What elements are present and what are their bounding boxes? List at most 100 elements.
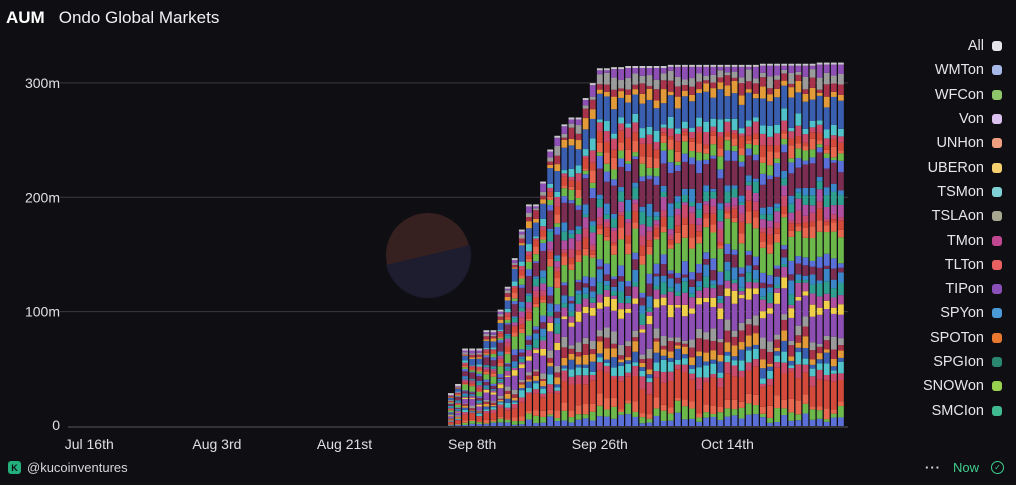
bar-segment[interactable] [682, 406, 688, 420]
bar-segment[interactable] [582, 168, 589, 171]
bar-segment[interactable] [816, 343, 823, 347]
bar-segment[interactable] [717, 66, 724, 71]
bar-segment[interactable] [568, 354, 575, 360]
bar-segment[interactable] [518, 317, 525, 325]
bar-segment[interactable] [611, 138, 617, 150]
bar-segment[interactable] [653, 415, 660, 426]
bar-segment[interactable] [455, 410, 461, 412]
bar-segment[interactable] [632, 113, 639, 123]
bar-segment[interactable] [455, 387, 461, 389]
bar-segment[interactable] [639, 354, 646, 360]
bar-segment[interactable] [483, 387, 490, 390]
bar-segment[interactable] [653, 130, 660, 142]
bar-segment[interactable] [476, 366, 483, 369]
bar-segment[interactable] [526, 394, 532, 411]
bar-segment[interactable] [448, 396, 454, 398]
bar-segment[interactable] [710, 144, 717, 156]
bar-segment[interactable] [490, 422, 497, 426]
bar-segment[interactable] [455, 419, 461, 421]
bar-segment[interactable] [469, 367, 476, 370]
bar-segment[interactable] [710, 224, 717, 233]
legend-item[interactable]: All [872, 34, 1002, 58]
bar-segment[interactable] [526, 375, 532, 380]
bar-segment[interactable] [547, 204, 554, 211]
bar-segment[interactable] [689, 94, 695, 102]
bar-segment[interactable] [760, 247, 766, 273]
bar-segment[interactable] [781, 65, 788, 70]
bar-segment[interactable] [838, 401, 844, 407]
bar-segment[interactable] [540, 203, 546, 219]
bar-segment[interactable] [774, 207, 780, 212]
bar-segment[interactable] [760, 184, 766, 208]
bar-segment[interactable] [696, 328, 702, 339]
bar-segment[interactable] [504, 312, 511, 316]
bar-segment[interactable] [526, 381, 532, 388]
bar-segment[interactable] [639, 264, 646, 293]
bar-segment[interactable] [745, 143, 752, 149]
bar-segment[interactable] [526, 251, 532, 256]
bar-segment[interactable] [611, 343, 617, 349]
bar-segment[interactable] [710, 270, 717, 281]
bar-segment[interactable] [830, 366, 837, 371]
bar-segment[interactable] [724, 210, 731, 214]
bar-segment[interactable] [830, 139, 837, 147]
bar-segment[interactable] [589, 277, 596, 287]
bar-segment[interactable] [802, 265, 809, 276]
bar-segment[interactable] [767, 405, 773, 418]
bar-segment[interactable] [448, 395, 454, 397]
bar-segment[interactable] [554, 227, 561, 235]
bar-segment[interactable] [738, 418, 745, 427]
more-options-icon[interactable]: ··· [924, 460, 941, 475]
bar-segment[interactable] [682, 217, 688, 225]
bar-segment[interactable] [660, 359, 667, 373]
bar-segment[interactable] [639, 181, 646, 207]
bar-segment[interactable] [504, 363, 511, 365]
bar-segment[interactable] [504, 319, 511, 323]
bar-segment[interactable] [504, 333, 511, 336]
bar-segment[interactable] [660, 68, 667, 74]
bar-segment[interactable] [469, 423, 476, 426]
bar-segment[interactable] [774, 75, 780, 80]
bar-segment[interactable] [561, 370, 568, 382]
bar-segment[interactable] [738, 370, 745, 377]
bar-segment[interactable] [809, 99, 816, 121]
bar-segment[interactable] [738, 213, 745, 222]
bar-segment[interactable] [540, 218, 546, 227]
bar-segment[interactable] [795, 125, 802, 137]
bar-segment[interactable] [809, 163, 816, 188]
legend-item[interactable]: TIPon [872, 277, 1002, 301]
bar-segment[interactable] [561, 249, 568, 253]
bar-segment[interactable] [589, 371, 596, 375]
bar-segment[interactable] [596, 370, 603, 394]
bar-segment[interactable] [490, 332, 497, 335]
bar-segment[interactable] [611, 77, 617, 90]
bar-segment[interactable] [760, 219, 766, 229]
bar-segment[interactable] [554, 137, 561, 146]
bar-segment[interactable] [455, 392, 461, 394]
bar-segment[interactable] [582, 237, 589, 249]
bar-segment[interactable] [781, 277, 788, 289]
bar-segment[interactable] [596, 308, 603, 331]
bar-segment[interactable] [448, 410, 454, 413]
bar-segment[interactable] [526, 212, 532, 217]
bar-segment[interactable] [717, 77, 724, 83]
bar-segment[interactable] [696, 351, 702, 357]
bar-segment[interactable] [561, 319, 568, 337]
bar-segment[interactable] [653, 100, 660, 109]
bar-segment[interactable] [823, 268, 830, 282]
bar-segment[interactable] [518, 388, 525, 391]
bar-segment[interactable] [760, 157, 766, 163]
bar-segment[interactable] [490, 336, 497, 339]
bar-segment[interactable] [504, 317, 511, 320]
bar-segment[interactable] [738, 243, 745, 268]
bar-segment[interactable] [809, 386, 816, 407]
bar-segment[interactable] [490, 406, 497, 408]
bar-segment[interactable] [710, 188, 717, 192]
bar-segment[interactable] [653, 228, 660, 237]
bar-segment[interactable] [511, 332, 518, 337]
bar-segment[interactable] [774, 265, 780, 269]
bar-segment[interactable] [731, 249, 738, 255]
bar-segment[interactable] [660, 80, 667, 90]
bar-segment[interactable] [674, 337, 681, 343]
bar-segment[interactable] [589, 349, 596, 355]
